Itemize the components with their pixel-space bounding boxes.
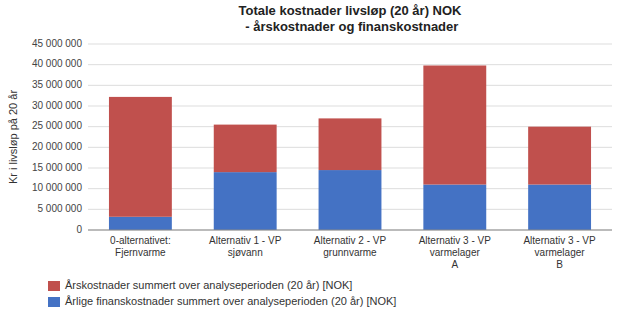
bar bbox=[109, 97, 172, 217]
x-tick-label: Alternativ 1 - VPsjøvann bbox=[209, 235, 282, 258]
legend-label: Årskostnader summert over analyseperiode… bbox=[65, 279, 352, 291]
y-axis-label: Kr i livsløp på 20 år bbox=[7, 90, 19, 184]
y-tick-label: 5 000 000 bbox=[38, 203, 83, 214]
bar bbox=[214, 172, 277, 230]
bar bbox=[528, 185, 591, 230]
y-tick-label: 40 000 000 bbox=[32, 58, 82, 69]
x-tick-label-line: Alternativ 3 - VP bbox=[523, 235, 596, 246]
x-tick-label-line: grunnvarme bbox=[323, 247, 377, 258]
x-tick-label-line: Alternativ 2 - VP bbox=[314, 235, 387, 246]
x-tick-label-line: A bbox=[451, 259, 458, 270]
x-tick-label-line: varmelager bbox=[535, 247, 586, 258]
legend-swatch bbox=[48, 297, 60, 307]
grid-line bbox=[88, 85, 612, 86]
bar bbox=[214, 125, 277, 173]
legend-swatch bbox=[48, 281, 60, 291]
bar bbox=[423, 185, 486, 230]
x-tick-label-line: sjøvann bbox=[228, 247, 263, 258]
bar bbox=[319, 118, 382, 170]
x-tick-label: Alternativ 2 - VPgrunnvarme bbox=[314, 235, 387, 258]
grid bbox=[88, 44, 612, 230]
legend-label: Årlige finanskostnader summert over anal… bbox=[65, 295, 396, 307]
x-tick-label-line: Alternativ 3 - VP bbox=[419, 235, 492, 246]
bar bbox=[109, 217, 172, 230]
bar bbox=[423, 65, 486, 184]
y-tick-label: 10 000 000 bbox=[32, 182, 82, 193]
grid-line bbox=[88, 44, 612, 45]
x-tick-label-line: B bbox=[556, 259, 563, 270]
grid-line bbox=[88, 64, 612, 65]
y-tick-label: 20 000 000 bbox=[32, 141, 82, 152]
x-tick-label: Alternativ 3 - VPvarmelagerB bbox=[523, 235, 596, 270]
bar bbox=[528, 127, 591, 185]
x-tick-label-line: Alternativ 1 - VP bbox=[209, 235, 282, 246]
chart: Totale kostnader livsløp (20 år) NOK - å… bbox=[0, 0, 625, 318]
x-tick-label: 0-alternativet:Fjernvarme bbox=[110, 235, 171, 258]
y-tick-label: 35 000 000 bbox=[32, 79, 82, 90]
y-tick-label: 45 000 000 bbox=[32, 38, 82, 49]
grid-line bbox=[88, 230, 612, 231]
x-tick-label: Alternativ 3 - VPvarmelagerA bbox=[419, 235, 492, 270]
title-line: Totale kostnader livsløp (20 år) NOK bbox=[239, 3, 463, 18]
y-tick-label: 25 000 000 bbox=[32, 120, 82, 131]
y-tick-label: 30 000 000 bbox=[32, 100, 82, 111]
title-line: - årskostnader og finanskostnader bbox=[242, 19, 459, 34]
x-tick-label-line: 0-alternativet: bbox=[110, 235, 171, 246]
x-tick-label-line: varmelager bbox=[430, 247, 481, 258]
y-tick-label: 15 000 000 bbox=[32, 162, 82, 173]
legend: Årskostnader summert over analyseperiode… bbox=[48, 279, 396, 307]
bars bbox=[109, 65, 591, 230]
x-axis-line bbox=[88, 230, 612, 231]
x-tick-label-line: Fjernvarme bbox=[115, 247, 166, 258]
bar bbox=[319, 170, 382, 230]
title: Totale kostnader livsløp (20 år) NOK - å… bbox=[239, 3, 463, 34]
y-tick-label: 0 bbox=[76, 224, 82, 235]
